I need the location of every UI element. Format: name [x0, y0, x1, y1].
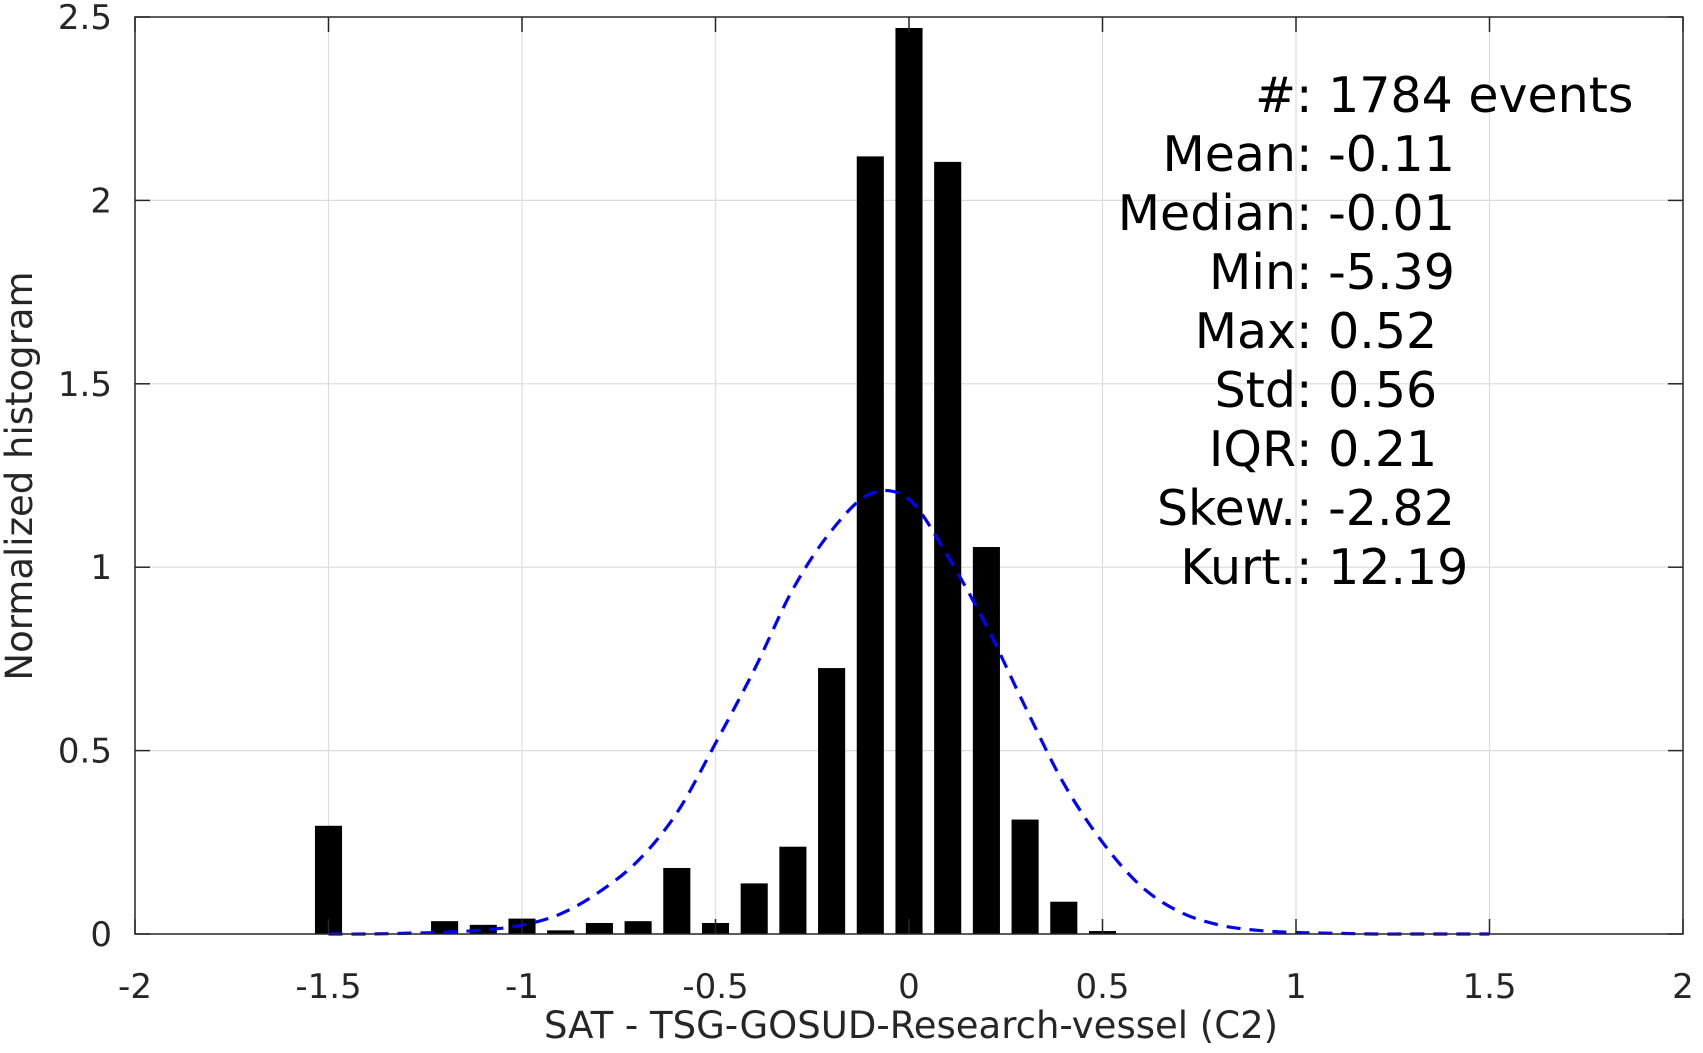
stat-label: Mean — [1162, 126, 1296, 183]
histogram-bar — [314, 825, 343, 934]
x-tick-label: -1.5 — [295, 967, 361, 1007]
stat-value: : 0.21 — [1296, 421, 1437, 478]
stat-value: : 0.52 — [1296, 303, 1437, 360]
stat-value: : -0.11 — [1296, 126, 1455, 183]
stat-value: : -2.82 — [1296, 480, 1455, 537]
x-tick-label: -1 — [505, 967, 539, 1007]
y-tick-label: 2.5 — [58, 0, 112, 38]
y-tick-label: 0 — [90, 915, 112, 955]
y-tick-label: 2 — [90, 181, 112, 221]
histogram-bar — [740, 883, 768, 934]
stat-label: Kurt. — [1180, 539, 1296, 596]
histogram-bar — [1050, 901, 1078, 934]
stat-label: # — [1255, 67, 1296, 124]
stat-label: Skew. — [1157, 480, 1296, 537]
x-tick-label: 1 — [1285, 967, 1307, 1007]
x-tick-label: 0 — [898, 967, 920, 1007]
stat-label: Std — [1215, 362, 1296, 419]
histogram-bar — [856, 156, 884, 934]
stat-value: : 12.19 — [1296, 539, 1468, 596]
stat-label: Median — [1118, 185, 1296, 242]
histogram-bar — [779, 846, 807, 934]
stat-label: Max — [1195, 303, 1296, 360]
stat-value: : 0.56 — [1296, 362, 1437, 419]
stat-label: IQR — [1209, 421, 1296, 478]
histogram-bar — [895, 28, 923, 934]
y-tick-labels: 0 0.5 1 1.5 2 2.5 — [58, 0, 112, 955]
stat-label: Min — [1209, 244, 1296, 301]
fit-curve-layer — [328, 488, 1490, 936]
histogram-bar — [547, 930, 575, 934]
histogram-bar — [624, 921, 652, 934]
histogram-bar — [818, 668, 846, 934]
histogram-bar — [1011, 819, 1039, 934]
stat-value: : -0.01 — [1296, 185, 1455, 242]
histogram-bar — [585, 922, 613, 934]
y-axis-label: Normalized histogram — [0, 271, 41, 680]
histogram-bar — [972, 547, 1000, 934]
x-tick-label: 1.5 — [1462, 967, 1516, 1007]
stat-value: : 1784 events — [1296, 67, 1633, 124]
y-tick-label: 1.5 — [58, 365, 112, 405]
histogram-bar — [663, 867, 691, 934]
histogram-bar — [934, 161, 962, 935]
x-tick-label: 0.5 — [1075, 967, 1129, 1007]
stat-value: : -5.39 — [1296, 244, 1455, 301]
x-tick-label: 2 — [1672, 967, 1694, 1007]
x-axis-label: SAT - TSG-GOSUD-Research-vessel (C2) — [544, 1004, 1278, 1047]
y-tick-label: 0.5 — [58, 732, 112, 772]
tick-marks — [134, 16, 1684, 935]
x-tick-label: -0.5 — [682, 967, 748, 1007]
histogram-bars — [314, 28, 1117, 935]
histogram-bar — [469, 924, 497, 934]
x-tick-labels: -2 -1.5 -1 -0.5 0 0.5 1 1.5 2 — [118, 967, 1694, 1007]
fit-curve — [328, 488, 1490, 936]
x-tick-label: -2 — [118, 967, 152, 1007]
y-tick-label: 1 — [90, 548, 112, 588]
